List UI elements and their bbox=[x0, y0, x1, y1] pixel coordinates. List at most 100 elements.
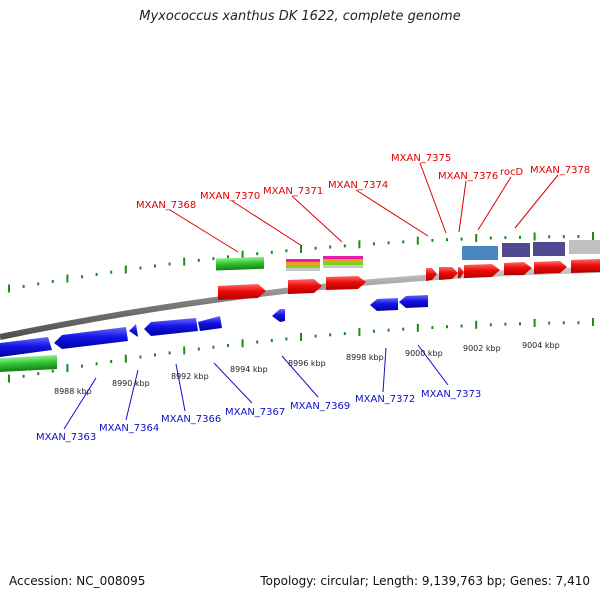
minor-tick bbox=[212, 257, 215, 261]
forward-gene bbox=[439, 267, 458, 280]
gene-label-reverse: MXAN_7364 bbox=[99, 423, 159, 434]
minor-tick bbox=[402, 240, 405, 244]
minor-tick bbox=[95, 362, 98, 366]
major-tick bbox=[358, 327, 361, 336]
minor-tick bbox=[227, 255, 229, 259]
forward-gene bbox=[288, 279, 322, 294]
kbp-label: 9004 kbp bbox=[522, 341, 560, 350]
gene-label-forward: MXAN_7378 bbox=[530, 165, 590, 176]
reverse-gene bbox=[144, 318, 198, 336]
gene-label-forward: MXAN_7370 bbox=[200, 191, 260, 202]
forward-gene bbox=[426, 268, 437, 281]
reverse-gene bbox=[272, 309, 285, 322]
major-tick bbox=[592, 232, 594, 240]
minor-tick bbox=[197, 347, 200, 351]
forward-gene bbox=[218, 284, 266, 300]
major-tick bbox=[300, 333, 302, 341]
minor-tick bbox=[314, 246, 317, 250]
reverse-gene bbox=[198, 316, 222, 331]
minor-tick bbox=[154, 264, 156, 268]
misc-feature bbox=[502, 243, 530, 257]
forward-gene bbox=[504, 262, 532, 275]
kbp-label: 8996 kbp bbox=[288, 359, 326, 368]
misc-feature bbox=[533, 242, 565, 256]
minor-tick bbox=[212, 345, 215, 349]
multi-feature bbox=[323, 256, 363, 268]
minor-tick bbox=[460, 237, 463, 241]
gene-label-reverse: MXAN_7369 bbox=[290, 401, 350, 412]
major-tick bbox=[8, 374, 10, 383]
forward-gene bbox=[458, 267, 464, 278]
minor-tick bbox=[373, 242, 375, 246]
minor-tick bbox=[329, 333, 332, 337]
forward-gene bbox=[571, 259, 600, 273]
rna-feature bbox=[216, 256, 264, 271]
minor-tick bbox=[548, 235, 551, 239]
kbp-label: 8994 kbp bbox=[230, 365, 268, 374]
minor-tick bbox=[37, 282, 40, 286]
major-tick bbox=[592, 318, 594, 326]
minor-tick bbox=[504, 236, 507, 240]
kbp-label: 8992 kbp bbox=[171, 372, 209, 381]
misc-feature bbox=[462, 246, 498, 260]
major-tick bbox=[300, 245, 302, 253]
reverse-gene bbox=[399, 295, 428, 308]
tick-row-forward bbox=[8, 232, 594, 293]
minor-tick bbox=[256, 252, 259, 256]
minor-tick bbox=[504, 322, 507, 326]
minor-tick bbox=[577, 235, 580, 238]
gene-label-reverse: MXAN_7372 bbox=[355, 394, 415, 405]
map-title: Myxococcus xanthus DK 1622, complete gen… bbox=[139, 9, 461, 24]
minor-tick bbox=[519, 322, 521, 326]
minor-tick bbox=[256, 340, 259, 344]
major-tick bbox=[124, 354, 127, 363]
gene-label-forward: MXAN_7376 bbox=[438, 171, 498, 182]
gene-label-reverse: MXAN_7367 bbox=[225, 407, 285, 418]
minor-tick bbox=[168, 351, 171, 355]
minor-tick bbox=[446, 325, 448, 329]
minor-tick bbox=[139, 266, 142, 270]
minor-tick bbox=[22, 284, 25, 288]
minor-tick bbox=[314, 334, 317, 338]
kbp-label: 8988 kbp bbox=[54, 387, 92, 396]
minor-tick bbox=[446, 238, 448, 242]
forward-labels bbox=[169, 162, 559, 253]
gene-label-forward: MXAN_7374 bbox=[328, 180, 388, 191]
tick-row-reverse bbox=[8, 318, 594, 383]
forward-gene bbox=[326, 276, 366, 290]
minor-tick bbox=[285, 249, 288, 253]
minor-tick bbox=[37, 372, 40, 376]
gene-label-reverse: MXAN_7366 bbox=[161, 414, 221, 425]
kbp-label: 8990 kbp bbox=[112, 379, 150, 388]
minor-tick bbox=[110, 360, 113, 363]
minor-tick bbox=[51, 369, 54, 373]
multi-feature bbox=[286, 259, 320, 271]
reverse-gene bbox=[54, 327, 128, 349]
minor-tick bbox=[402, 327, 405, 331]
minor-tick bbox=[110, 270, 113, 274]
gene-label-reverse: MXAN_7363 bbox=[36, 432, 96, 443]
minor-tick bbox=[431, 326, 434, 329]
rna-feature bbox=[0, 355, 57, 372]
minor-tick bbox=[197, 258, 200, 262]
kbp-label: 9002 kbp bbox=[463, 344, 501, 353]
minor-tick bbox=[154, 353, 156, 357]
major-tick bbox=[66, 274, 69, 283]
gene-label-forward: MXAN_7368 bbox=[136, 200, 196, 211]
minor-tick bbox=[22, 374, 25, 378]
kbp-label: 8998 kbp bbox=[346, 353, 384, 362]
gene-label-forward: MXAN_7371 bbox=[263, 186, 323, 197]
minor-tick bbox=[387, 328, 390, 332]
minor-tick bbox=[562, 321, 565, 325]
major-tick bbox=[183, 346, 186, 355]
minor-tick bbox=[270, 339, 273, 342]
minor-tick bbox=[343, 244, 346, 248]
gene-label-forward: MXAN_7375 bbox=[391, 153, 451, 164]
accession-text: Accession: NC_008095 bbox=[9, 574, 146, 588]
minor-tick bbox=[51, 279, 54, 283]
reverse-gene bbox=[370, 298, 398, 311]
forward-gene bbox=[464, 264, 500, 278]
kbp-labels: 8988 kbp 8990 kbp 8992 kbp 8994 kbp 8996… bbox=[54, 341, 560, 396]
minor-tick bbox=[460, 324, 463, 328]
misc-feature bbox=[569, 240, 600, 254]
